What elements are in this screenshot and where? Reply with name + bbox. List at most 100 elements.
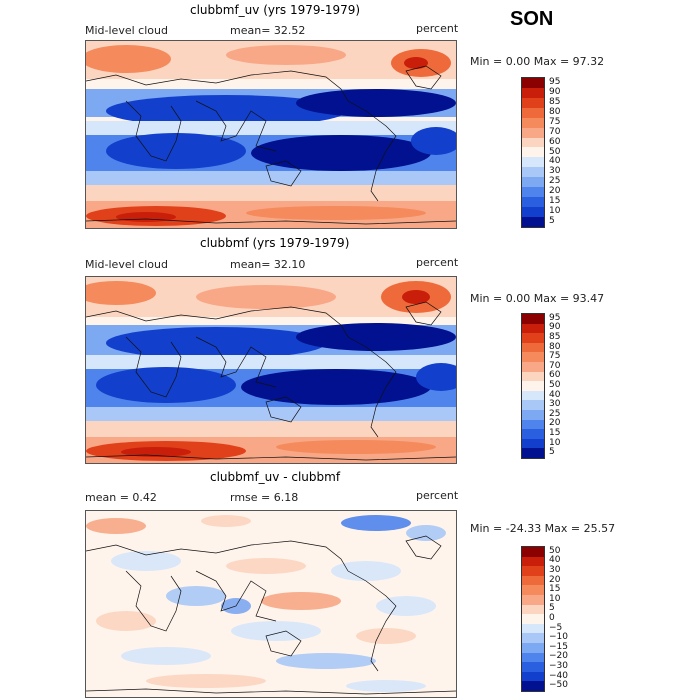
colorbar-level-label: 60	[549, 370, 561, 381]
colorbar-swatch	[522, 87, 544, 98]
colorbar-swatch	[522, 197, 544, 207]
colorbar-level-label: 40	[549, 156, 561, 167]
colorbar-swatch	[522, 556, 544, 567]
colorbar-level-label: 20	[549, 418, 561, 429]
colorbar-level-label: 5	[549, 447, 555, 458]
colorbar-swatch	[522, 438, 544, 449]
panel-3-rmse-label: rmse = 6.18	[230, 491, 299, 504]
colorbar-swatch	[522, 206, 544, 217]
colorbar-level-label: 5	[549, 603, 555, 614]
panel-2-title: clubbmf (yrs 1979-1979)	[200, 236, 350, 250]
colorbar-swatch	[522, 167, 544, 178]
colorbar-level-label: 70	[549, 126, 561, 137]
colorbar-level-label: 30	[549, 166, 561, 177]
colorbar-swatch	[522, 342, 544, 353]
colorbar-level-label: −50	[549, 680, 568, 691]
colorbar-level-label: 25	[549, 176, 561, 187]
colorbar-swatch	[522, 409, 544, 420]
panel-3-map-field	[86, 511, 456, 697]
panel-1-map	[85, 40, 457, 229]
panel-1-title: clubbmf_uv (yrs 1979-1979)	[190, 3, 361, 17]
colorbar-level-label: 80	[549, 341, 561, 352]
colorbar-swatch	[522, 681, 544, 691]
panel-3-title: clubbmf_uv - clubbmf	[210, 470, 341, 484]
panel-1-mean-label: mean= 32.52	[230, 24, 306, 37]
panel-3-units: percent	[416, 489, 459, 502]
panel-2-units: percent	[416, 256, 459, 269]
colorbar-level-label: 90	[549, 86, 561, 97]
colorbar-swatch	[522, 361, 544, 372]
colorbar-swatch	[522, 352, 544, 362]
colorbar-level-label: 10	[549, 206, 561, 217]
colorbar-level-label: 75	[549, 116, 561, 127]
colorbar-swatch	[522, 633, 544, 643]
panel-1-min-max: Min = 0.00 Max = 97.32	[470, 55, 605, 68]
colorbar-swatch	[522, 187, 544, 198]
colorbar-swatch	[522, 333, 544, 343]
colorbar-level-label: 75	[549, 351, 561, 362]
colorbar-swatch	[522, 594, 544, 605]
colorbar-level-label: 25	[549, 408, 561, 419]
colorbar-swatch	[522, 585, 544, 595]
colorbar-swatch	[522, 157, 544, 168]
colorbar-level-label: 50	[549, 545, 561, 556]
colorbar-swatch	[522, 429, 544, 439]
colorbar-swatch	[522, 400, 544, 410]
season-label: SON	[510, 8, 554, 30]
colorbar-level-label: 15	[549, 196, 561, 207]
colorbar-level-label: 5	[549, 216, 555, 227]
colorbar-level-label: 15	[549, 428, 561, 438]
colorbar-level-label: 40	[549, 389, 561, 400]
panel-3-colorbar	[521, 546, 545, 692]
colorbar-swatch	[522, 566, 544, 576]
colorbar-level-label: 70	[549, 360, 561, 371]
colorbar-swatch	[522, 623, 544, 634]
colorbar-level-label: 30	[549, 399, 561, 410]
colorbar-level-label: −30	[549, 661, 568, 671]
colorbar-swatch	[522, 419, 544, 430]
colorbar-swatch	[522, 107, 544, 118]
colorbar-swatch	[522, 381, 544, 391]
colorbar-swatch	[522, 390, 544, 401]
colorbar-swatch	[522, 216, 544, 227]
colorbar-level-label: 60	[549, 136, 561, 147]
colorbar-level-label: 95	[549, 76, 561, 87]
colorbar-level-label: 10	[549, 437, 561, 448]
colorbar-level-label: 20	[549, 186, 561, 197]
colorbar-swatch	[522, 448, 544, 458]
colorbar-swatch	[522, 78, 544, 88]
panel-2-map	[85, 276, 457, 464]
colorbar-level-label: 10	[549, 593, 561, 604]
colorbar-level-label: 95	[549, 312, 561, 323]
colorbar-level-label: 50	[549, 380, 561, 390]
colorbar-swatch	[522, 642, 544, 653]
colorbar-level-label: 40	[549, 555, 561, 566]
panel-3-mean-label: mean = 0.42	[85, 491, 157, 504]
colorbar-level-label: 50	[549, 146, 561, 157]
panel-1-colorbar	[521, 77, 545, 228]
colorbar-swatch	[522, 314, 544, 324]
panel-2-map-field	[86, 277, 456, 463]
colorbar-swatch	[522, 323, 544, 334]
panel-2-mean-label: mean= 32.10	[230, 258, 306, 271]
colorbar-swatch	[522, 127, 544, 138]
colorbar-swatch	[522, 147, 544, 158]
colorbar-swatch	[522, 575, 544, 586]
colorbar-level-label: 90	[549, 322, 561, 333]
colorbar-swatch	[522, 137, 544, 148]
colorbar-swatch	[522, 371, 544, 382]
panel-1-units: percent	[416, 22, 459, 35]
colorbar-level-label: −10	[549, 632, 568, 643]
colorbar-swatch	[522, 604, 544, 615]
colorbar-level-label: −5	[549, 622, 563, 633]
colorbar-swatch	[522, 97, 544, 108]
colorbar-swatch	[522, 662, 544, 672]
colorbar-level-label: 30	[549, 565, 561, 575]
panel-1-left-label: Mid-level cloud	[85, 24, 168, 37]
colorbar-level-label: 15	[549, 584, 561, 595]
colorbar-level-label: −40	[549, 670, 568, 681]
colorbar-swatch	[522, 547, 544, 557]
colorbar-swatch	[522, 117, 544, 128]
panel-2-colorbar	[521, 313, 545, 459]
panel-2-min-max: Min = 0.00 Max = 93.47	[470, 292, 605, 305]
